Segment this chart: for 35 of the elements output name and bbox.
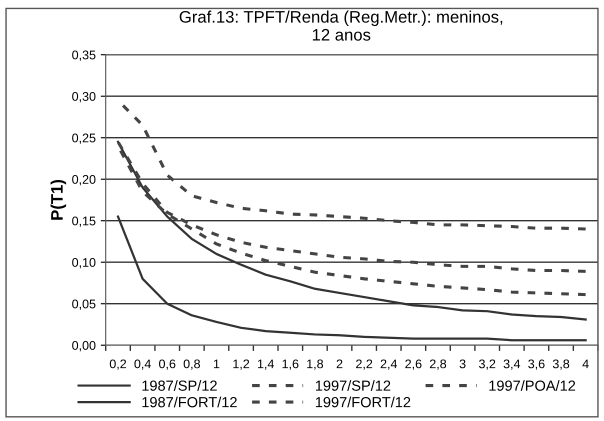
- x-tick-label: 2,6: [405, 359, 422, 370]
- x-tick-label: 3,6: [528, 359, 545, 370]
- x-tick-label: 1,4: [258, 360, 274, 370]
- y-tick-label: 0,00: [72, 341, 96, 352]
- y-tick-label: 0,25: [72, 134, 96, 144]
- y-tick-label: 0,30: [72, 92, 96, 102]
- x-tick-label: 1: [214, 360, 220, 368]
- x-tick-label: 2,8: [430, 359, 446, 370]
- chart-title: Graf.13: TPFT/Renda (Reg.Metr.): meninos, 12 anos: [180, 10, 502, 41]
- y-tick-label: 0,20: [72, 175, 96, 186]
- legend-label: 1997/POA/12: [489, 380, 576, 391]
- y-tick-label: 0,35: [72, 50, 96, 61]
- x-tick-label: 3,2: [478, 359, 496, 370]
- y-tick-label: 0,10: [72, 258, 96, 268]
- y-tick-label: 0,05: [72, 300, 96, 310]
- x-tick-label: 3,4: [504, 359, 520, 370]
- x-tick-label: 2,2: [356, 359, 372, 370]
- x-tick-label: 0,4: [134, 359, 151, 370]
- x-tick-label: 3,8: [552, 359, 570, 370]
- x-tick-label: 0,8: [184, 359, 200, 370]
- legend-label: 1987/SP/12: [142, 380, 217, 391]
- x-tick-label: 0,2: [110, 359, 126, 370]
- x-tick-label: 1,8: [307, 359, 324, 370]
- y-axis-title: P(T1): [50, 180, 66, 220]
- x-tick-label: 2: [336, 359, 342, 368]
- legend-label: 1987/FORT/12: [142, 396, 237, 408]
- x-tick-label: 1,2: [233, 359, 250, 370]
- y-tick-label: 0,15: [72, 216, 96, 227]
- x-tick-label: 3: [460, 359, 466, 368]
- x-tick-label: 4: [582, 360, 589, 368]
- legend-label: 1997/SP/12: [316, 380, 390, 391]
- x-tick-label: 0,6: [159, 359, 176, 370]
- x-tick-label: 2,4: [380, 359, 398, 370]
- x-tick-label: 1,6: [282, 359, 298, 370]
- legend-label: 1997/FORT/12: [316, 396, 410, 408]
